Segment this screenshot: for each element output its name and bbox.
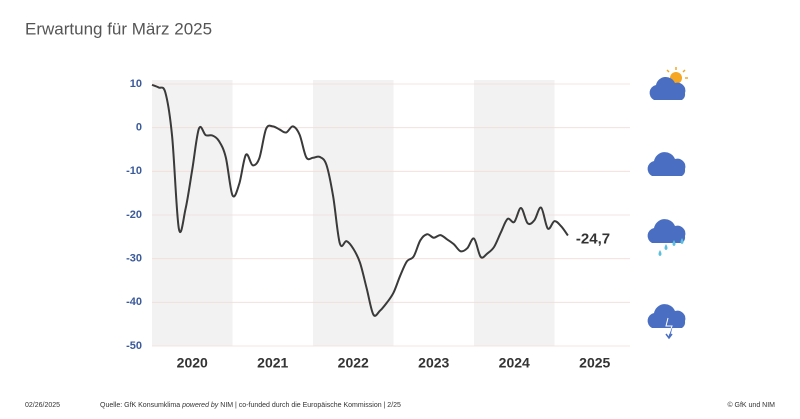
y-tick-label: -30 xyxy=(126,253,142,265)
x-tick-label: 2021 xyxy=(257,355,288,371)
year-band xyxy=(152,80,233,346)
source-part: Quelle: GfK Konsumklima xyxy=(100,402,180,409)
plot-area: 10 0 -10 -20 -30 -40 -50 2020 2021 2022 2023 2024 20… xyxy=(126,78,630,371)
source-part: NIM | co-funded durch die Europäische Ko… xyxy=(220,402,401,409)
x-tick-label: 2022 xyxy=(338,355,369,371)
rain-cloud-icon xyxy=(647,219,686,256)
y-tick-label: 0 xyxy=(136,122,142,134)
x-tick-label: 2025 xyxy=(579,355,610,371)
y-tick-label: -40 xyxy=(126,296,142,308)
chart-title: Erwartung für März 2025 xyxy=(25,19,212,38)
annotation: -24,7 xyxy=(576,230,610,247)
x-tick-label: 2023 xyxy=(418,355,449,371)
y-tick-label: -20 xyxy=(126,209,142,221)
footer-date: 02/26/2025 xyxy=(25,402,60,409)
cloud-icon xyxy=(647,152,686,176)
footer-copyright: © GfK und NIM xyxy=(727,401,775,409)
sun-cloud-icon xyxy=(649,67,688,100)
y-tick-label: -10 xyxy=(126,165,142,177)
footer-source: Quelle: GfK Konsumklima powered by NIM |… xyxy=(100,402,401,409)
storm-cloud-icon xyxy=(647,304,686,340)
y-tick-label: 10 xyxy=(130,78,142,90)
line xyxy=(151,83,569,317)
source-part: powered by xyxy=(181,402,219,409)
y-tick-label: -50 xyxy=(126,340,142,352)
x-tick-label: 2020 xyxy=(177,355,208,371)
year-band xyxy=(474,80,555,346)
weather-icons xyxy=(647,67,688,340)
x-tick-label: 2024 xyxy=(499,355,530,371)
year-band xyxy=(313,80,394,346)
